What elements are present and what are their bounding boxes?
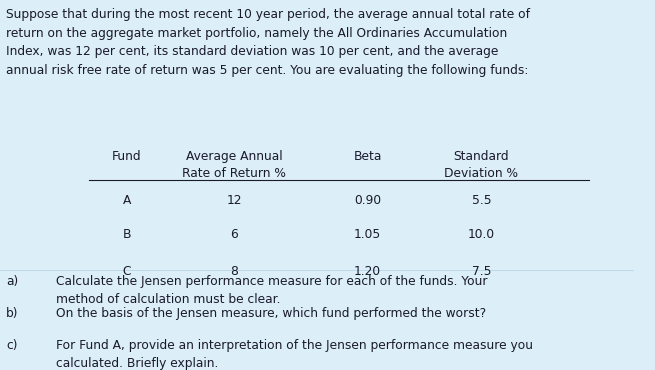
Text: 7.5: 7.5: [472, 265, 491, 278]
Text: 6: 6: [231, 228, 238, 241]
Text: On the basis of the Jensen measure, which fund performed the worst?: On the basis of the Jensen measure, whic…: [56, 307, 486, 320]
Text: 8: 8: [231, 265, 238, 278]
Text: C: C: [122, 265, 131, 278]
Text: a): a): [7, 275, 18, 288]
Text: 5.5: 5.5: [472, 194, 491, 207]
Text: 1.05: 1.05: [354, 228, 381, 241]
Text: Standard
Deviation %: Standard Deviation %: [445, 150, 519, 180]
Text: Beta: Beta: [353, 150, 382, 163]
Text: Calculate the Jensen performance measure for each of the funds. Your
method of c: Calculate the Jensen performance measure…: [56, 275, 487, 306]
Text: Suppose that during the most recent 10 year period, the average annual total rat: Suppose that during the most recent 10 y…: [7, 9, 531, 77]
Text: 1.20: 1.20: [354, 265, 381, 278]
Text: c): c): [7, 339, 18, 352]
Text: 12: 12: [227, 194, 242, 207]
Text: Average Annual
Rate of Return %: Average Annual Rate of Return %: [183, 150, 286, 180]
Text: 10.0: 10.0: [468, 228, 495, 241]
Text: Fund: Fund: [112, 150, 141, 163]
Text: B: B: [122, 228, 131, 241]
Text: 0.90: 0.90: [354, 194, 381, 207]
Text: For Fund A, provide an interpretation of the Jensen performance measure you
calc: For Fund A, provide an interpretation of…: [56, 339, 533, 370]
Text: b): b): [7, 307, 19, 320]
Text: A: A: [122, 194, 131, 207]
